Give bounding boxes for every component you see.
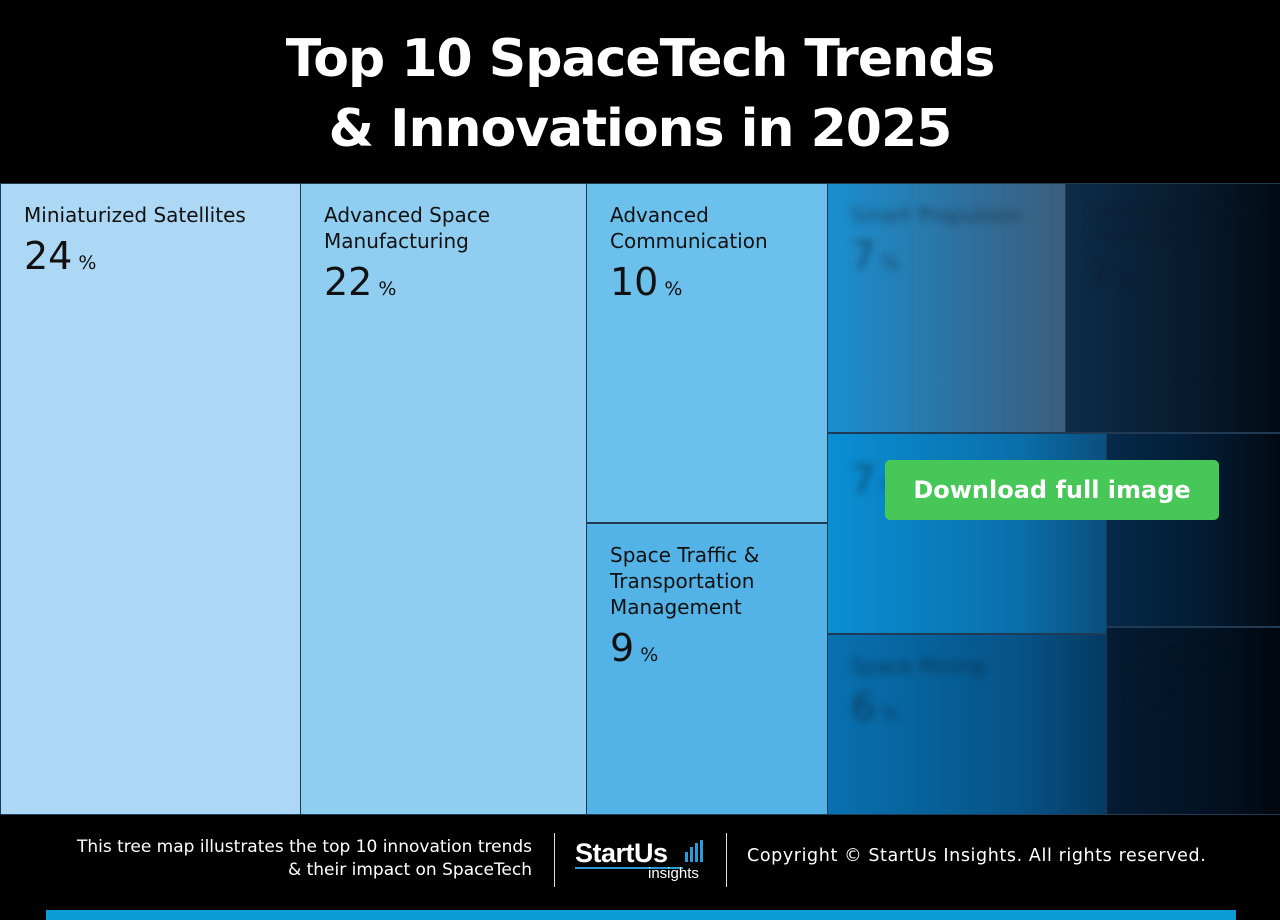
treemap-tile-value: 9% <box>610 628 817 668</box>
footer-description-line-2: & their impact on SpaceTech <box>287 860 532 880</box>
startus-insights-logo: StartUs insights <box>575 838 715 884</box>
title-line-2: & Innovations in 2025 <box>328 99 953 159</box>
footer-description-line-1: This tree map illustrates the top 10 inn… <box>76 837 532 857</box>
treemap-tile: Space Mining 6% <box>827 634 1107 815</box>
treemap-tile: Space-Based Activity Management 7% <box>1065 183 1280 433</box>
treemap-tile-percent-sign: % <box>378 278 397 300</box>
treemap-tile-number: 7 <box>1089 254 1111 294</box>
treemap-tile-number: 24 <box>24 234 73 278</box>
treemap-tile: Advanced Communication 10% <box>586 183 828 523</box>
treemap-tile-percent-sign: % <box>1116 271 1131 289</box>
treemap-tile: Space Traffic & Transportation Managemen… <box>586 523 828 815</box>
footer-description: This tree map illustrates the top 10 inn… <box>12 836 532 882</box>
treemap-tile-number: 6 <box>851 685 876 729</box>
treemap-tile-value: 4% <box>1130 676 1270 716</box>
logo-underline <box>575 867 683 869</box>
treemap-tile-label: Advanced Communication <box>610 203 768 253</box>
treemap: Miniaturized Satellites 24% Advanced Space… <box>0 183 1280 815</box>
bar-chart-icon <box>685 840 703 862</box>
treemap-tile-percent-sign: % <box>78 252 97 274</box>
treemap-tile-label: Space Traffic & Transportation Managemen… <box>610 543 760 619</box>
treemap-tile-number: 10 <box>610 260 659 304</box>
title-line-1: Top 10 SpaceTech Trends <box>285 29 996 89</box>
treemap-tile-label: Space-Based Activity Management <box>1089 203 1257 244</box>
treemap-tile-number: 7 <box>851 234 876 278</box>
treemap-tile-label: Advanced Space Manufacturing <box>324 203 491 253</box>
footer-divider-left <box>554 833 555 887</box>
footer-divider-right <box>726 833 727 887</box>
copyright-text: Copyright © StartUs Insights. All rights… <box>747 846 1207 866</box>
treemap-tile: Advanced Space Manufacturing 22% <box>300 183 587 815</box>
treemap-tile-value: 6% <box>851 687 1096 727</box>
treemap-tile-value: 7% <box>1089 254 1270 294</box>
logo-brand-text: StartUs <box>575 838 668 868</box>
treemap-tile: Miniaturized Satellites 24% <box>0 183 301 815</box>
treemap-tile-value: 22% <box>324 262 576 302</box>
bottom-accent-bar <box>46 910 1236 920</box>
treemap-tile-label: Smart Propulsion <box>851 203 1022 227</box>
treemap-tile: Space Data 4% <box>1106 627 1280 815</box>
treemap-tile-value: 7% <box>851 236 1055 276</box>
treemap-tile-number: 4 <box>1130 676 1152 716</box>
treemap-tile-percent-sign: % <box>881 703 900 725</box>
download-full-image-button[interactable]: Download full image <box>885 460 1219 520</box>
treemap-tile-percent-sign: % <box>881 252 900 274</box>
treemap-tile-percent-sign: % <box>664 278 683 300</box>
treemap-tile-number: 9 <box>610 626 635 670</box>
treemap-tile-label: Miniaturized Satellites <box>24 203 246 227</box>
chart-title: Top 10 SpaceTech Trends & Innovations in… <box>0 24 1280 164</box>
treemap-tile-number: 7 <box>851 458 876 502</box>
treemap-tile-label: Space Mining <box>851 654 985 678</box>
logo-sub-text: insights <box>648 865 699 882</box>
treemap-tile-value: 10% <box>610 262 817 302</box>
treemap-tile-percent-sign: % <box>640 644 659 666</box>
treemap-tile-percent-sign: % <box>1157 693 1172 711</box>
treemap-tile: Smart Propulsion 7% <box>827 183 1066 433</box>
treemap-tile-label: Space Data <box>1130 647 1223 666</box>
treemap-tile-value: 24% <box>24 236 290 276</box>
treemap-tile-number: 22 <box>324 260 373 304</box>
